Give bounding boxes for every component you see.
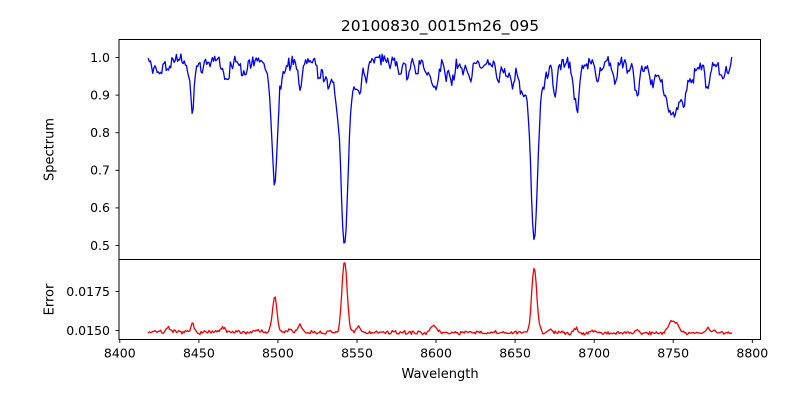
x-axis-label: Wavelength [401, 367, 478, 382]
chart-title: 20100830_0015m26_095 [341, 17, 539, 36]
x-axis-ticks: 8400 8450 8500 8550 8600 8650 8700 8750 8800 [104, 339, 768, 361]
y-tick-label: 0.7 [90, 163, 110, 178]
spectrum-y-axis-label: Spectrum [43, 118, 58, 181]
x-tick-label: 8650 [499, 346, 531, 361]
y-tick-label: 0.6 [90, 200, 110, 215]
x-tick-label: 8550 [341, 346, 373, 361]
y-tick-label: 0.8 [90, 125, 110, 140]
error-y-axis-label: Error [43, 283, 58, 315]
error-panel-frame [118, 259, 761, 340]
x-tick-label: 8600 [420, 346, 452, 361]
x-tick-label: 8700 [578, 346, 610, 361]
spectrum-y-axis-ticks: 1.0 0.9 0.8 0.7 0.6 0.5 [90, 50, 119, 253]
x-tick-label: 8750 [657, 346, 689, 361]
spectrum-line [147, 53, 733, 244]
error-line [147, 262, 733, 336]
y-tick-label: 0.9 [90, 87, 110, 102]
y-tick-label: 1.0 [90, 50, 110, 65]
error-y-axis-ticks: 0.0175 0.0150 [66, 284, 119, 338]
y-tick-label: 0.0175 [66, 284, 110, 299]
x-tick-label: 8400 [104, 346, 136, 361]
y-tick-label: 0.0150 [66, 323, 110, 338]
y-tick-label: 0.5 [90, 238, 110, 253]
x-tick-label: 8450 [183, 346, 215, 361]
x-tick-label: 8500 [262, 346, 294, 361]
x-tick-label: 8800 [736, 346, 768, 361]
